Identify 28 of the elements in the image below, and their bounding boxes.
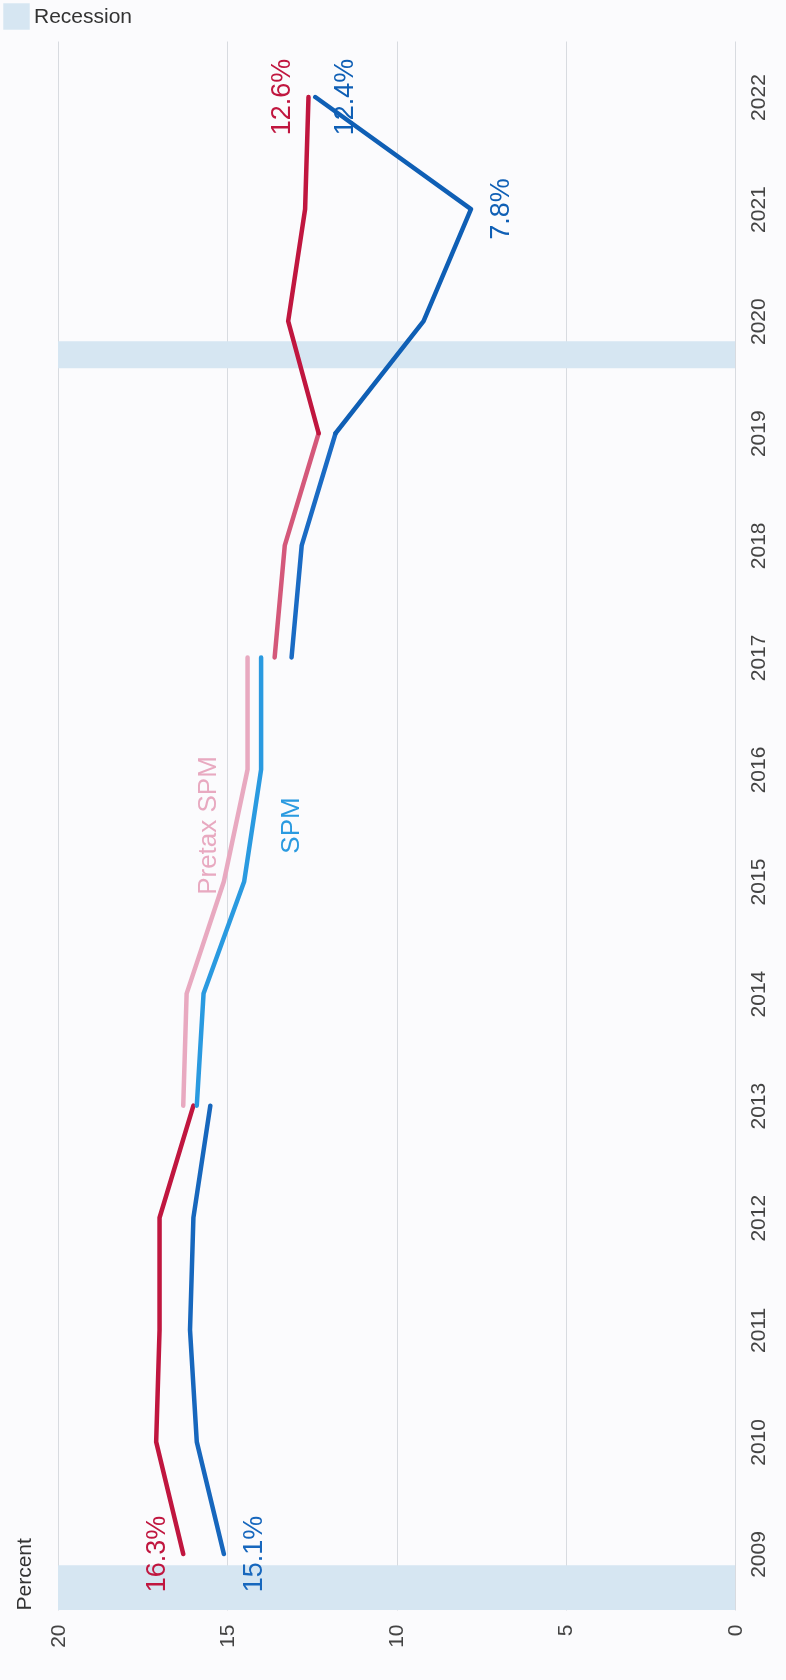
y-tick-label: 2016 (745, 746, 769, 794)
y-tick-label: 2012 (745, 1194, 769, 1242)
y-tick-label: 2010 (745, 1419, 769, 1466)
annotation: 15.1% (237, 1515, 268, 1593)
y-tick-label: 2013 (745, 1082, 769, 1130)
y-tick-label: 2020 (745, 298, 769, 346)
annotation: 12.4% (329, 58, 360, 136)
text: Pretax SPM (191, 756, 222, 895)
y-tick-label: 2015 (745, 858, 769, 906)
y-tick-label: 2019 (745, 410, 769, 458)
x-tick-label: 0 (722, 1624, 746, 1637)
y-tick-label: 2021 (745, 186, 769, 233)
annotation: 12.6% (266, 58, 297, 136)
x-tick-label: 20 (45, 1624, 69, 1648)
text: SPM (274, 797, 305, 854)
x-tick-label: 5 (553, 1624, 577, 1637)
y-tick-label: 2009 (745, 1531, 769, 1578)
x-tick-label: 15 (214, 1624, 238, 1648)
legend-label: Recession (34, 3, 133, 27)
annotation: 7.8% (484, 178, 515, 240)
y-tick-label: 2022 (745, 74, 769, 121)
y-axis-title: Percent (11, 1537, 35, 1611)
y-tick-label: 2014 (745, 970, 769, 1018)
x-tick-label: 10 (384, 1624, 407, 1648)
y-tick-label: 2018 (745, 522, 769, 570)
y-tick-label: 2017 (745, 634, 769, 682)
y-tick-label: 2011 (745, 1307, 769, 1353)
annotation: 16.3% (141, 1515, 172, 1593)
